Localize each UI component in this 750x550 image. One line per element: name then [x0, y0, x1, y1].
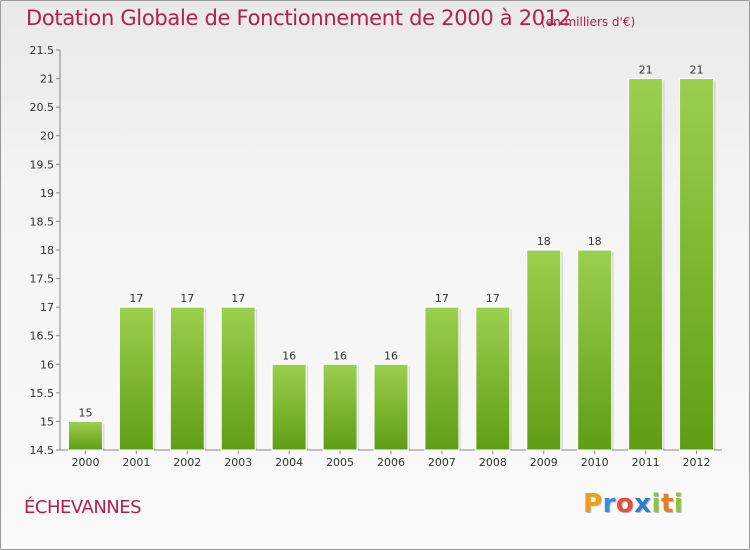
- x-tick-label: 2001: [122, 456, 150, 469]
- x-tick-label: 2008: [479, 456, 507, 469]
- chart-title: Dotation Globale de Fonctionnement de 20…: [26, 6, 571, 30]
- x-tick-label: 2005: [326, 456, 354, 469]
- logo-letter: t: [660, 489, 674, 519]
- chart-labels: 15 2000 17 2001 17 2002 17 2003 16 2004 16 2005 16 20…: [71, 64, 710, 469]
- bar-value-label: 18: [537, 235, 551, 248]
- y-tick-label: 19.5: [30, 158, 55, 171]
- bar-value-label: 16: [384, 349, 398, 362]
- bar-2003[interactable]: [220, 306, 256, 451]
- bar-2010[interactable]: [577, 249, 613, 451]
- bar-value-label: 21: [639, 64, 653, 77]
- bar-value-label: 17: [180, 292, 194, 305]
- bar-2000[interactable]: [67, 420, 103, 451]
- bar-value-label: 16: [282, 349, 296, 362]
- bar-2008[interactable]: [475, 306, 511, 451]
- logo-letter: x: [634, 489, 652, 519]
- y-tick-label: 15: [40, 415, 54, 428]
- x-tick-label: 2003: [224, 456, 252, 469]
- y-tick-label: 20.5: [30, 101, 55, 114]
- y-tick-label: 15.5: [30, 387, 55, 400]
- bar-2005[interactable]: [322, 363, 358, 451]
- bar-value-label: 15: [78, 406, 92, 419]
- y-tick-label: 19: [40, 187, 54, 200]
- x-tick-label: 2010: [581, 456, 609, 469]
- bar-value-label: 18: [588, 235, 602, 248]
- y-tick-label: 16.5: [30, 330, 55, 343]
- logo-letter: i: [673, 489, 684, 519]
- logo-letter: r: [602, 489, 616, 519]
- proxiti-logo[interactable]: Proxiti: [583, 489, 683, 519]
- y-tick-label: 18.5: [30, 215, 55, 228]
- bar-value-label: 17: [486, 292, 500, 305]
- bar-2007[interactable]: [424, 306, 460, 451]
- bar-2001[interactable]: [118, 306, 154, 451]
- y-tick-label: 21.5: [30, 44, 55, 57]
- y-tick-label: 20: [40, 130, 54, 143]
- logo-letter: o: [615, 489, 635, 519]
- chart-bars: [67, 78, 716, 451]
- y-tick-label: 16: [40, 358, 54, 371]
- x-tick-label: 2006: [377, 456, 405, 469]
- logo-letter: P: [583, 489, 603, 519]
- commune-name: ÉCHEVANNES: [24, 497, 142, 518]
- x-tick-label: 2002: [173, 456, 201, 469]
- logo-letter: i: [651, 489, 661, 519]
- bar-value-label: 17: [435, 292, 449, 305]
- bar-2012[interactable]: [679, 78, 715, 451]
- y-tick-label: 14.5: [30, 444, 55, 457]
- y-tick-label: 17.5: [30, 273, 55, 286]
- y-tick-label: 17: [40, 301, 54, 314]
- bar-value-label: 16: [333, 349, 347, 362]
- bar-value-label: 17: [231, 292, 245, 305]
- x-tick-label: 2012: [683, 456, 711, 469]
- bar-2009[interactable]: [526, 249, 562, 451]
- x-tick-label: 2000: [71, 456, 99, 469]
- y-tick-label: 18: [40, 244, 54, 257]
- bar-2004[interactable]: [271, 363, 307, 451]
- bar-2011[interactable]: [628, 78, 664, 451]
- bar-2002[interactable]: [169, 306, 205, 451]
- chart-subtitle: (en milliers d'€): [541, 15, 636, 29]
- y-tick-label: 21: [40, 73, 54, 86]
- bar-value-label: 17: [129, 292, 143, 305]
- x-tick-label: 2004: [275, 456, 303, 469]
- x-tick-label: 2011: [632, 456, 660, 469]
- x-tick-label: 2007: [428, 456, 456, 469]
- bar-value-label: 21: [690, 64, 704, 77]
- bar-2006[interactable]: [373, 363, 409, 451]
- x-tick-label: 2009: [530, 456, 558, 469]
